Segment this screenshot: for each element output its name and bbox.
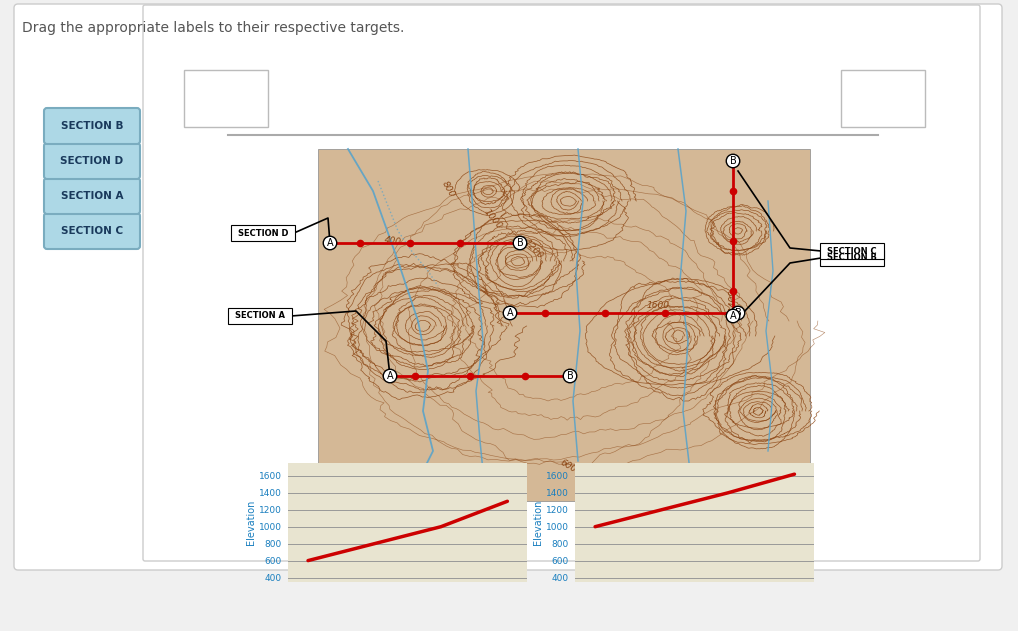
Text: SECTION A: SECTION A — [61, 191, 123, 201]
Text: SECTION B: SECTION B — [827, 254, 876, 262]
FancyBboxPatch shape — [44, 108, 140, 144]
FancyBboxPatch shape — [821, 250, 884, 266]
FancyBboxPatch shape — [44, 213, 140, 249]
Text: 1400: 1400 — [729, 290, 737, 312]
Text: B: B — [567, 371, 573, 381]
FancyBboxPatch shape — [841, 70, 925, 127]
FancyBboxPatch shape — [184, 70, 268, 127]
Text: B: B — [516, 238, 523, 248]
Text: 400: 400 — [384, 235, 402, 247]
Text: SECTION D: SECTION D — [60, 156, 123, 166]
Bar — [318, 149, 810, 501]
Text: B: B — [735, 308, 741, 318]
Text: A: A — [327, 238, 333, 248]
Text: A: A — [730, 311, 736, 321]
Text: SECTION D: SECTION D — [238, 228, 288, 237]
Text: A: A — [507, 308, 513, 318]
Text: B: B — [730, 156, 736, 166]
Text: 1600: 1600 — [646, 302, 670, 310]
Y-axis label: Elevation: Elevation — [533, 500, 544, 545]
Text: 600: 600 — [558, 457, 578, 475]
Text: Drag the appropriate labels to their respective targets.: Drag the appropriate labels to their res… — [22, 21, 404, 35]
FancyBboxPatch shape — [143, 5, 980, 561]
Text: SECTION B: SECTION B — [61, 121, 123, 131]
FancyBboxPatch shape — [228, 308, 292, 324]
FancyBboxPatch shape — [44, 178, 140, 214]
FancyBboxPatch shape — [821, 243, 884, 259]
FancyBboxPatch shape — [231, 225, 295, 241]
Text: 800: 800 — [440, 179, 456, 199]
Text: A: A — [387, 371, 393, 381]
Text: 1200: 1200 — [521, 238, 545, 261]
Text: SECTION C: SECTION C — [61, 226, 123, 236]
FancyBboxPatch shape — [14, 4, 1002, 570]
Text: 1000: 1000 — [483, 208, 504, 231]
Text: SECTION A: SECTION A — [235, 312, 285, 321]
Y-axis label: Elevation: Elevation — [246, 500, 257, 545]
FancyBboxPatch shape — [44, 143, 140, 179]
Text: SECTION C: SECTION C — [828, 247, 876, 256]
